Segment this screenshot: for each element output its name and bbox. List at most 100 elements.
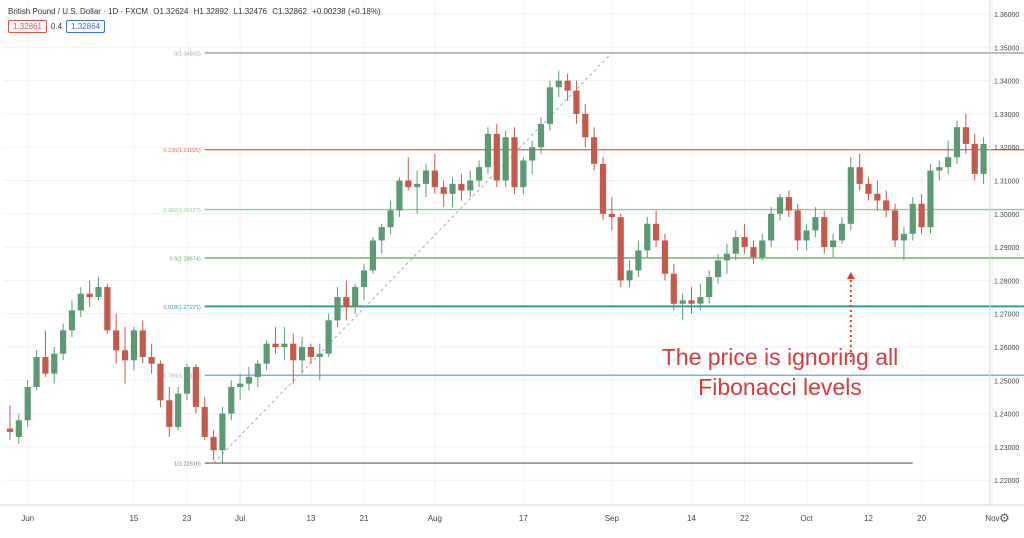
candle[interactable] <box>883 190 890 218</box>
candle[interactable] <box>219 406 226 464</box>
candle[interactable] <box>653 210 660 248</box>
candle[interactable] <box>316 343 323 381</box>
candle[interactable] <box>77 287 84 318</box>
candle[interactable] <box>830 233 837 258</box>
candle[interactable] <box>511 127 518 194</box>
candle[interactable] <box>458 173 465 201</box>
candle[interactable] <box>431 153 438 194</box>
candle[interactable] <box>360 263 368 301</box>
time-axis[interactable]: Jun 15 23 Jul 13 21 Aug 17 Sep 14 22 Oct 12 20 Nov <box>0 504 1024 523</box>
candle[interactable] <box>971 133 978 181</box>
candle[interactable] <box>573 80 580 124</box>
candle[interactable] <box>113 313 120 364</box>
candle[interactable] <box>121 327 129 384</box>
candle[interactable] <box>33 350 40 391</box>
candle[interactable] <box>794 203 801 251</box>
candle[interactable] <box>980 137 987 184</box>
candle[interactable] <box>237 373 244 401</box>
fib-trend-line[interactable] <box>213 52 613 464</box>
candle[interactable] <box>387 200 394 234</box>
candle[interactable] <box>254 360 261 387</box>
buy-price-button[interactable]: 1.32864 <box>66 20 105 33</box>
candle[interactable] <box>449 177 456 208</box>
candle[interactable] <box>484 127 492 174</box>
candle[interactable] <box>723 243 731 274</box>
candle[interactable] <box>953 120 961 164</box>
candle[interactable] <box>891 203 899 248</box>
candle[interactable] <box>776 193 784 221</box>
candle[interactable] <box>661 233 669 281</box>
candle[interactable] <box>626 260 633 288</box>
candle[interactable] <box>369 237 376 274</box>
candle[interactable] <box>688 287 695 314</box>
price-axis[interactable]: 1.36000 1.35000 1.34000 1.33000 1.32000 1.310… <box>989 0 1019 505</box>
candle[interactable] <box>51 347 58 384</box>
candle[interactable] <box>334 287 341 328</box>
candle[interactable] <box>281 327 288 361</box>
candle[interactable] <box>272 327 279 354</box>
candle[interactable] <box>856 153 863 191</box>
candle[interactable] <box>298 337 306 374</box>
candle[interactable] <box>520 157 527 194</box>
candle[interactable] <box>378 223 385 254</box>
candle[interactable] <box>183 363 191 401</box>
candle[interactable] <box>104 283 111 334</box>
candle[interactable] <box>343 280 350 321</box>
candle[interactable] <box>750 240 757 264</box>
gear-icon[interactable]: ⚙ <box>999 511 1010 525</box>
candle[interactable] <box>86 280 93 308</box>
candle[interactable] <box>865 177 872 201</box>
candle[interactable] <box>768 207 775 248</box>
candle[interactable] <box>803 223 810 251</box>
candle[interactable] <box>422 163 430 198</box>
candle[interactable] <box>95 277 102 301</box>
candle[interactable] <box>617 213 624 288</box>
candle[interactable] <box>307 343 315 364</box>
candle[interactable] <box>440 180 447 208</box>
candle[interactable] <box>812 207 819 238</box>
candle[interactable] <box>909 197 916 241</box>
candle[interactable] <box>900 227 908 261</box>
candle[interactable] <box>192 363 199 414</box>
candle[interactable] <box>325 313 332 357</box>
candle[interactable] <box>706 270 713 304</box>
candle[interactable] <box>564 73 571 101</box>
candle[interactable] <box>502 130 509 188</box>
candle[interactable] <box>263 340 270 371</box>
candle[interactable] <box>697 283 704 311</box>
candle[interactable] <box>15 413 22 444</box>
candle[interactable] <box>245 366 253 391</box>
candle[interactable] <box>582 103 589 148</box>
candle[interactable] <box>785 190 792 218</box>
candle[interactable] <box>670 263 677 311</box>
candle[interactable] <box>166 386 173 437</box>
candle[interactable] <box>714 253 722 284</box>
candle[interactable] <box>352 283 359 314</box>
candle[interactable] <box>210 430 217 461</box>
candle[interactable] <box>493 123 500 188</box>
candle[interactable] <box>927 163 934 234</box>
candle[interactable] <box>591 127 598 171</box>
candle[interactable] <box>847 157 854 231</box>
candle[interactable] <box>874 180 881 211</box>
candle[interactable] <box>467 170 474 198</box>
candle[interactable] <box>396 177 403 218</box>
candle[interactable] <box>529 140 536 174</box>
candle[interactable] <box>679 293 686 321</box>
candle[interactable] <box>139 320 146 364</box>
candle[interactable] <box>945 140 952 174</box>
candle[interactable] <box>732 230 739 261</box>
candle[interactable] <box>644 217 651 258</box>
candle[interactable] <box>405 157 412 191</box>
candle[interactable] <box>962 113 969 154</box>
candle[interactable] <box>175 386 182 431</box>
candle[interactable] <box>60 323 67 361</box>
candle[interactable] <box>936 160 943 181</box>
candles-layer[interactable] <box>6 70 987 464</box>
candle[interactable] <box>290 333 297 384</box>
candle[interactable] <box>414 170 421 214</box>
candle[interactable] <box>475 160 483 188</box>
candle[interactable] <box>838 217 846 244</box>
candle[interactable] <box>608 197 615 231</box>
